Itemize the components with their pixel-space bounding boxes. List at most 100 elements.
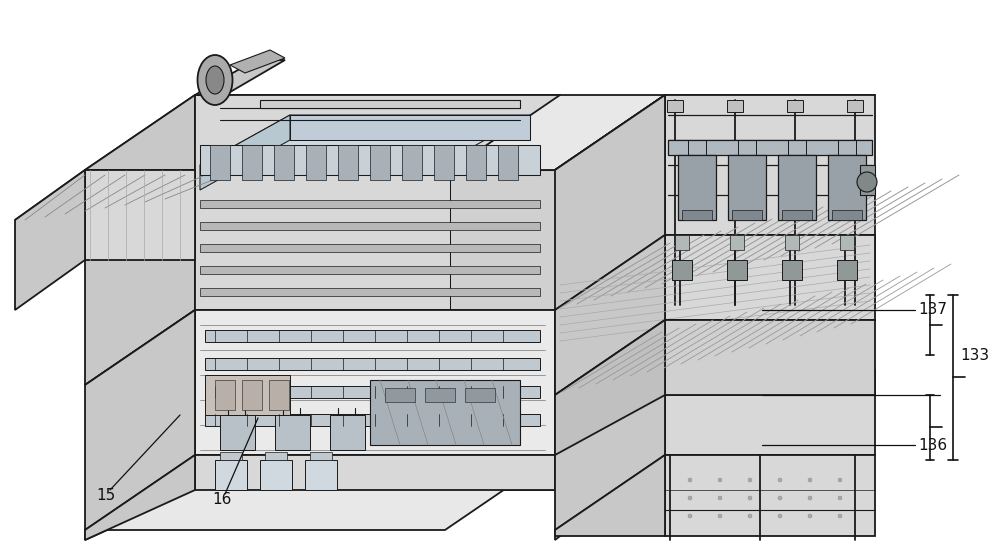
Polygon shape: [370, 145, 390, 180]
Polygon shape: [305, 460, 337, 490]
Polygon shape: [242, 380, 262, 410]
Polygon shape: [242, 145, 262, 180]
Circle shape: [688, 514, 692, 518]
Polygon shape: [260, 460, 292, 490]
Circle shape: [748, 496, 752, 500]
Polygon shape: [555, 370, 665, 540]
Polygon shape: [200, 288, 540, 296]
Polygon shape: [682, 210, 712, 220]
Polygon shape: [15, 170, 85, 310]
Polygon shape: [85, 95, 195, 385]
Polygon shape: [555, 370, 875, 445]
Polygon shape: [265, 452, 287, 460]
Circle shape: [688, 496, 692, 500]
Polygon shape: [425, 388, 455, 402]
Polygon shape: [727, 100, 743, 112]
Polygon shape: [15, 170, 195, 220]
Polygon shape: [555, 95, 665, 310]
Text: 15: 15: [96, 489, 115, 504]
Polygon shape: [195, 60, 285, 95]
Polygon shape: [837, 260, 857, 280]
Polygon shape: [727, 260, 747, 280]
Circle shape: [808, 478, 812, 482]
Polygon shape: [860, 165, 875, 195]
Polygon shape: [385, 388, 415, 402]
Polygon shape: [85, 310, 195, 540]
Polygon shape: [260, 100, 520, 108]
Polygon shape: [465, 388, 495, 402]
Circle shape: [838, 478, 842, 482]
Polygon shape: [555, 95, 665, 310]
Polygon shape: [220, 452, 242, 460]
Circle shape: [808, 514, 812, 518]
Polygon shape: [555, 320, 875, 395]
Polygon shape: [498, 145, 518, 180]
Circle shape: [778, 496, 782, 500]
Polygon shape: [787, 100, 803, 112]
Text: 137: 137: [918, 302, 947, 317]
Polygon shape: [85, 95, 560, 170]
Polygon shape: [555, 235, 875, 310]
Polygon shape: [665, 235, 875, 320]
Polygon shape: [275, 415, 310, 450]
Polygon shape: [667, 100, 683, 112]
Polygon shape: [290, 115, 530, 140]
Polygon shape: [728, 155, 766, 220]
Polygon shape: [675, 235, 689, 250]
Polygon shape: [338, 145, 358, 180]
Text: 133: 133: [960, 348, 989, 363]
Polygon shape: [555, 455, 665, 536]
Circle shape: [857, 172, 877, 192]
Circle shape: [778, 514, 782, 518]
Polygon shape: [828, 155, 866, 220]
Polygon shape: [200, 145, 540, 175]
Polygon shape: [555, 455, 875, 530]
Polygon shape: [85, 455, 555, 530]
Polygon shape: [730, 235, 744, 250]
Polygon shape: [205, 375, 290, 415]
Polygon shape: [665, 320, 875, 395]
Polygon shape: [274, 145, 294, 180]
Polygon shape: [665, 455, 875, 536]
Circle shape: [748, 514, 752, 518]
Polygon shape: [85, 170, 195, 260]
Polygon shape: [306, 145, 326, 180]
Polygon shape: [85, 455, 195, 540]
Polygon shape: [450, 95, 665, 170]
Polygon shape: [782, 260, 802, 280]
Polygon shape: [370, 380, 520, 445]
Polygon shape: [466, 145, 486, 180]
Polygon shape: [665, 95, 875, 310]
Polygon shape: [205, 414, 540, 426]
Polygon shape: [200, 222, 540, 230]
Polygon shape: [832, 210, 862, 220]
Polygon shape: [195, 95, 560, 310]
Circle shape: [718, 496, 722, 500]
Polygon shape: [210, 145, 230, 180]
Polygon shape: [672, 260, 692, 280]
Circle shape: [748, 478, 752, 482]
Polygon shape: [778, 155, 816, 220]
Polygon shape: [200, 266, 540, 274]
Polygon shape: [200, 115, 530, 165]
Circle shape: [688, 478, 692, 482]
Polygon shape: [330, 415, 365, 450]
Circle shape: [718, 514, 722, 518]
Polygon shape: [678, 155, 716, 220]
Circle shape: [778, 478, 782, 482]
Ellipse shape: [198, 55, 232, 105]
Circle shape: [718, 478, 722, 482]
Circle shape: [838, 496, 842, 500]
Polygon shape: [200, 244, 540, 252]
Polygon shape: [434, 145, 454, 180]
Polygon shape: [555, 235, 665, 395]
Polygon shape: [269, 380, 289, 410]
Polygon shape: [215, 380, 235, 410]
Polygon shape: [215, 460, 247, 490]
Polygon shape: [450, 170, 555, 310]
Ellipse shape: [206, 66, 224, 94]
Polygon shape: [310, 452, 332, 460]
Polygon shape: [402, 145, 422, 180]
Polygon shape: [220, 415, 255, 450]
Polygon shape: [668, 140, 872, 155]
